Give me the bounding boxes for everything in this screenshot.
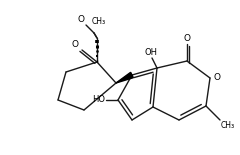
Text: CH₃: CH₃ <box>221 121 235 130</box>
Text: CH₃: CH₃ <box>92 18 106 27</box>
Text: O: O <box>184 34 191 43</box>
Text: O: O <box>213 73 220 82</box>
Polygon shape <box>116 72 133 83</box>
Text: HO: HO <box>92 95 105 104</box>
Text: O: O <box>78 15 85 24</box>
Text: OH: OH <box>144 48 157 57</box>
Text: O: O <box>72 40 78 49</box>
